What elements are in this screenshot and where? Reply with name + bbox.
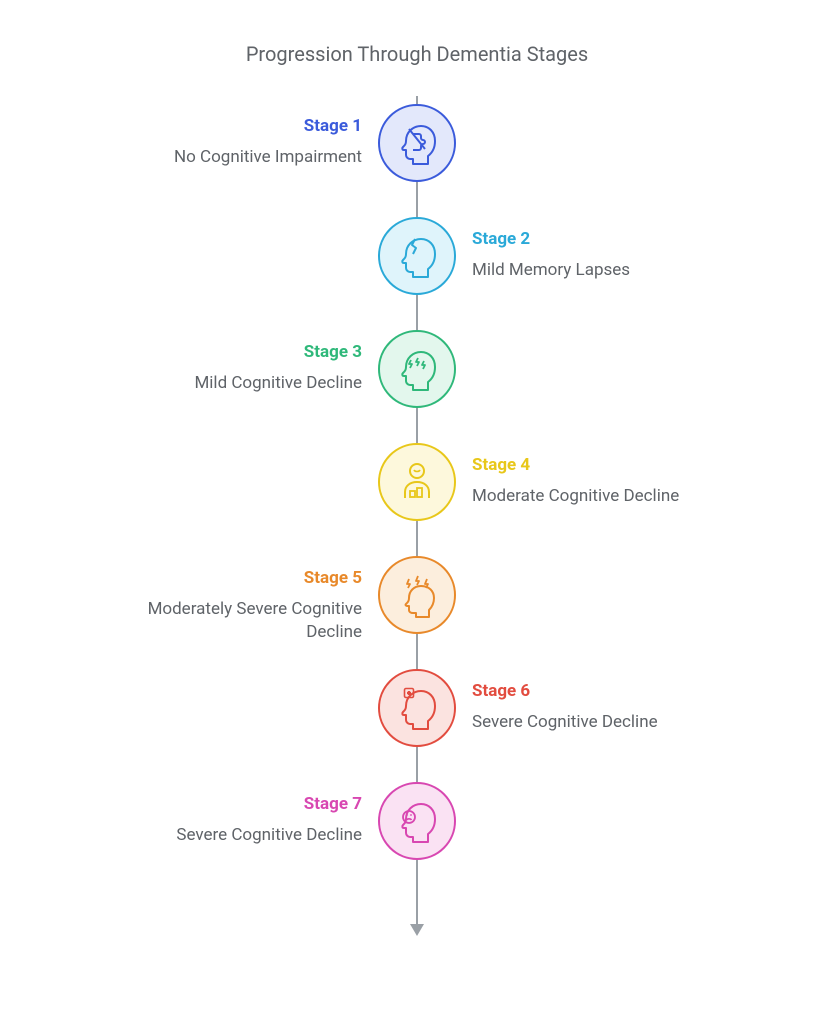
stage-label-2: Stage 2 Mild Memory Lapses: [472, 229, 732, 282]
head-shock-icon: [391, 569, 443, 621]
stage-desc: No Cognitive Impairment: [102, 146, 362, 169]
stage-name: Stage 2: [472, 229, 732, 249]
stage-node-2: [378, 217, 456, 295]
stage-node-6: [378, 669, 456, 747]
stage-label-3: Stage 3 Mild Cognitive Decline: [102, 342, 362, 395]
stage-desc: Severe Cognitive Decline: [472, 711, 732, 734]
stage-label-7: Stage 7 Severe Cognitive Decline: [102, 794, 362, 847]
stage-desc: Moderate Cognitive Decline: [472, 485, 732, 508]
brain-storm-icon: [391, 343, 443, 395]
stage-name: Stage 6: [472, 681, 732, 701]
stage-label-5: Stage 5 Moderately Severe Cognitive Decli…: [102, 568, 362, 644]
stage-name: Stage 7: [102, 794, 362, 814]
head-sad-icon: [391, 795, 443, 847]
brain-puzzle-icon: [391, 117, 443, 169]
stage-node-3: [378, 330, 456, 408]
stage-label-1: Stage 1 No Cognitive Impairment: [102, 116, 362, 169]
stage-node-4: [378, 443, 456, 521]
stage-desc: Mild Memory Lapses: [472, 259, 732, 282]
stage-desc: Mild Cognitive Decline: [102, 372, 362, 395]
stage-name: Stage 3: [102, 342, 362, 362]
stage-label-4: Stage 4 Moderate Cognitive Decline: [472, 455, 732, 508]
stage-node-1: [378, 104, 456, 182]
stage-name: Stage 4: [472, 455, 732, 475]
stage-name: Stage 1: [102, 116, 362, 136]
stage-label-6: Stage 6 Severe Cognitive Decline: [472, 681, 732, 734]
head-crack-icon: [391, 230, 443, 282]
head-medical-icon: [391, 682, 443, 734]
stage-name: Stage 5: [102, 568, 362, 588]
stage-node-7: [378, 782, 456, 860]
stage-desc: Severe Cognitive Decline: [102, 824, 362, 847]
person-chart-icon: [391, 456, 443, 508]
stage-node-5: [378, 556, 456, 634]
diagram-title: Progression Through Dementia Stages: [0, 0, 834, 96]
stage-desc: Moderately Severe Cognitive Decline: [102, 598, 362, 644]
timeline: Stage 1 No Cognitive Impairment Stage 2 Mi…: [0, 96, 834, 976]
axis-arrowhead: [410, 924, 424, 936]
